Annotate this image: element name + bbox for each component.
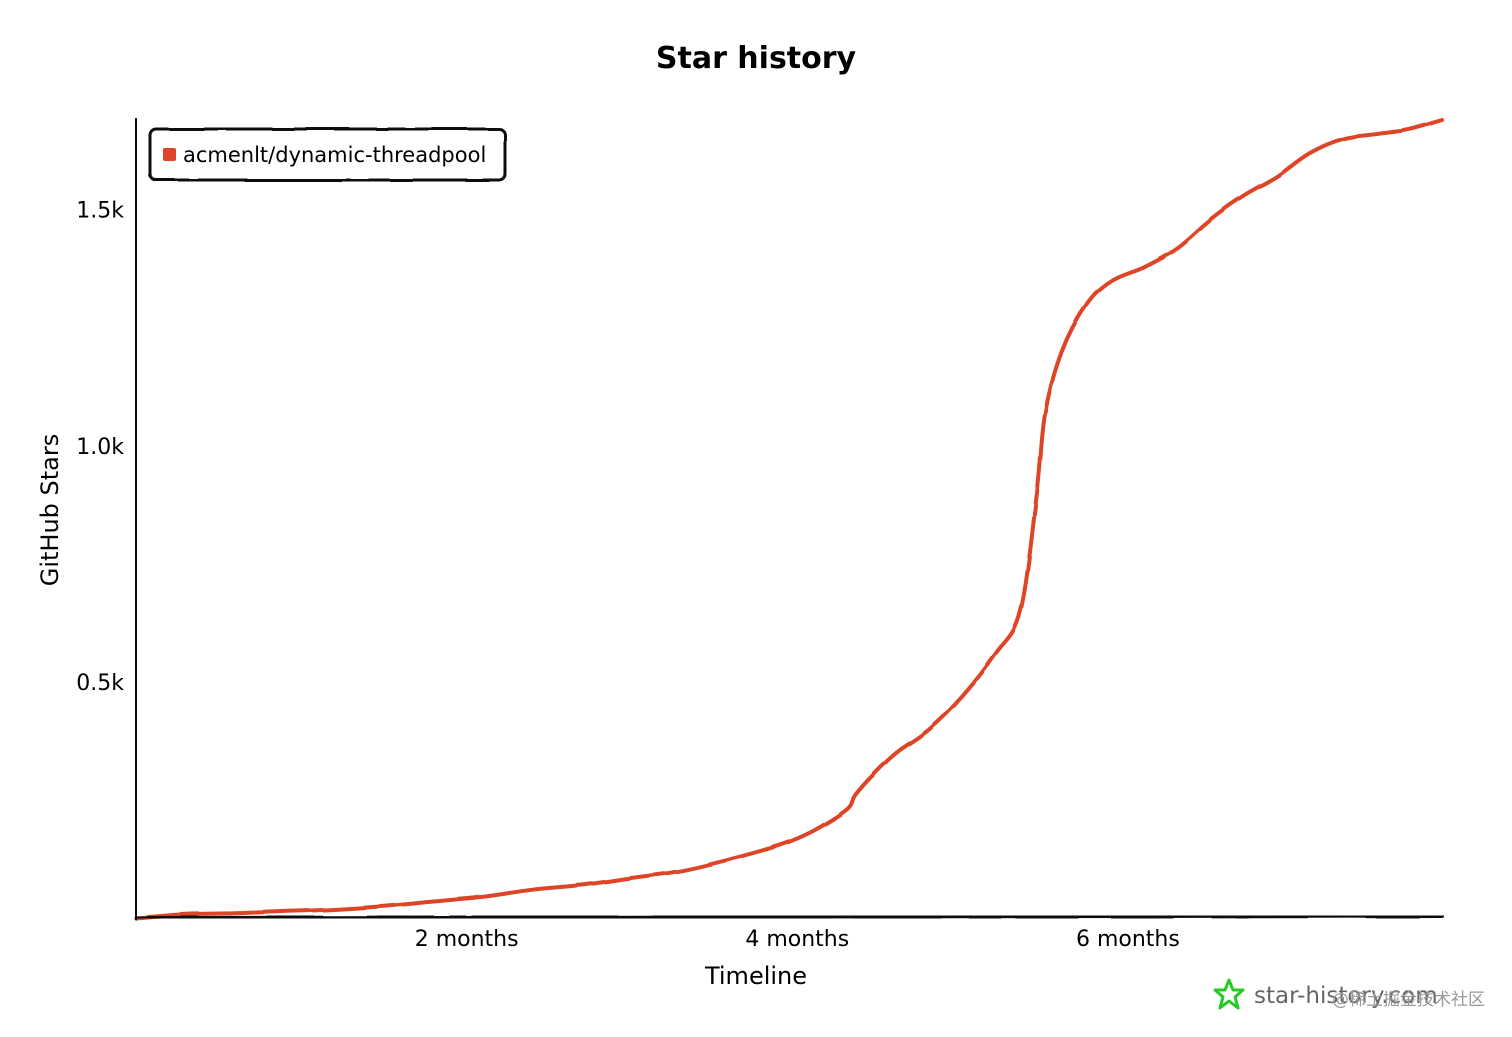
- x-tick-label: 4 months: [745, 927, 849, 952]
- legend-box: [148, 127, 507, 182]
- series-line: [134, 118, 1444, 920]
- brand-link[interactable]: star-history.com: [1213, 978, 1438, 1010]
- y-tick-label: 1.5k: [76, 199, 124, 224]
- y-axis-label: GitHub Stars: [36, 434, 64, 587]
- watermark-text: @稀土掘金技术社区: [1332, 990, 1485, 1010]
- legend-label: acmenlt/dynamic-threadpool: [183, 143, 486, 167]
- y-axis-line: [133, 118, 139, 920]
- x-axis-label: Timeline: [704, 962, 807, 990]
- legend-swatch: [163, 148, 176, 161]
- chart-title: Star history: [656, 41, 857, 76]
- x-axis-line: [134, 914, 1444, 920]
- star-icon: [1213, 978, 1245, 1010]
- y-tick-label: 0.5k: [76, 671, 124, 696]
- y-tick-label: 1.0k: [76, 435, 124, 460]
- series-layer: [134, 118, 1444, 920]
- legend: acmenlt/dynamic-threadpool: [148, 127, 507, 182]
- brand-text: star-history.com: [1254, 983, 1438, 1009]
- tick-labels: 0.5k 1.0k 1.5k 2 months 4 months 6 months: [76, 199, 1180, 952]
- x-tick-label: 2 months: [415, 927, 519, 952]
- x-tick-label: 6 months: [1076, 927, 1180, 952]
